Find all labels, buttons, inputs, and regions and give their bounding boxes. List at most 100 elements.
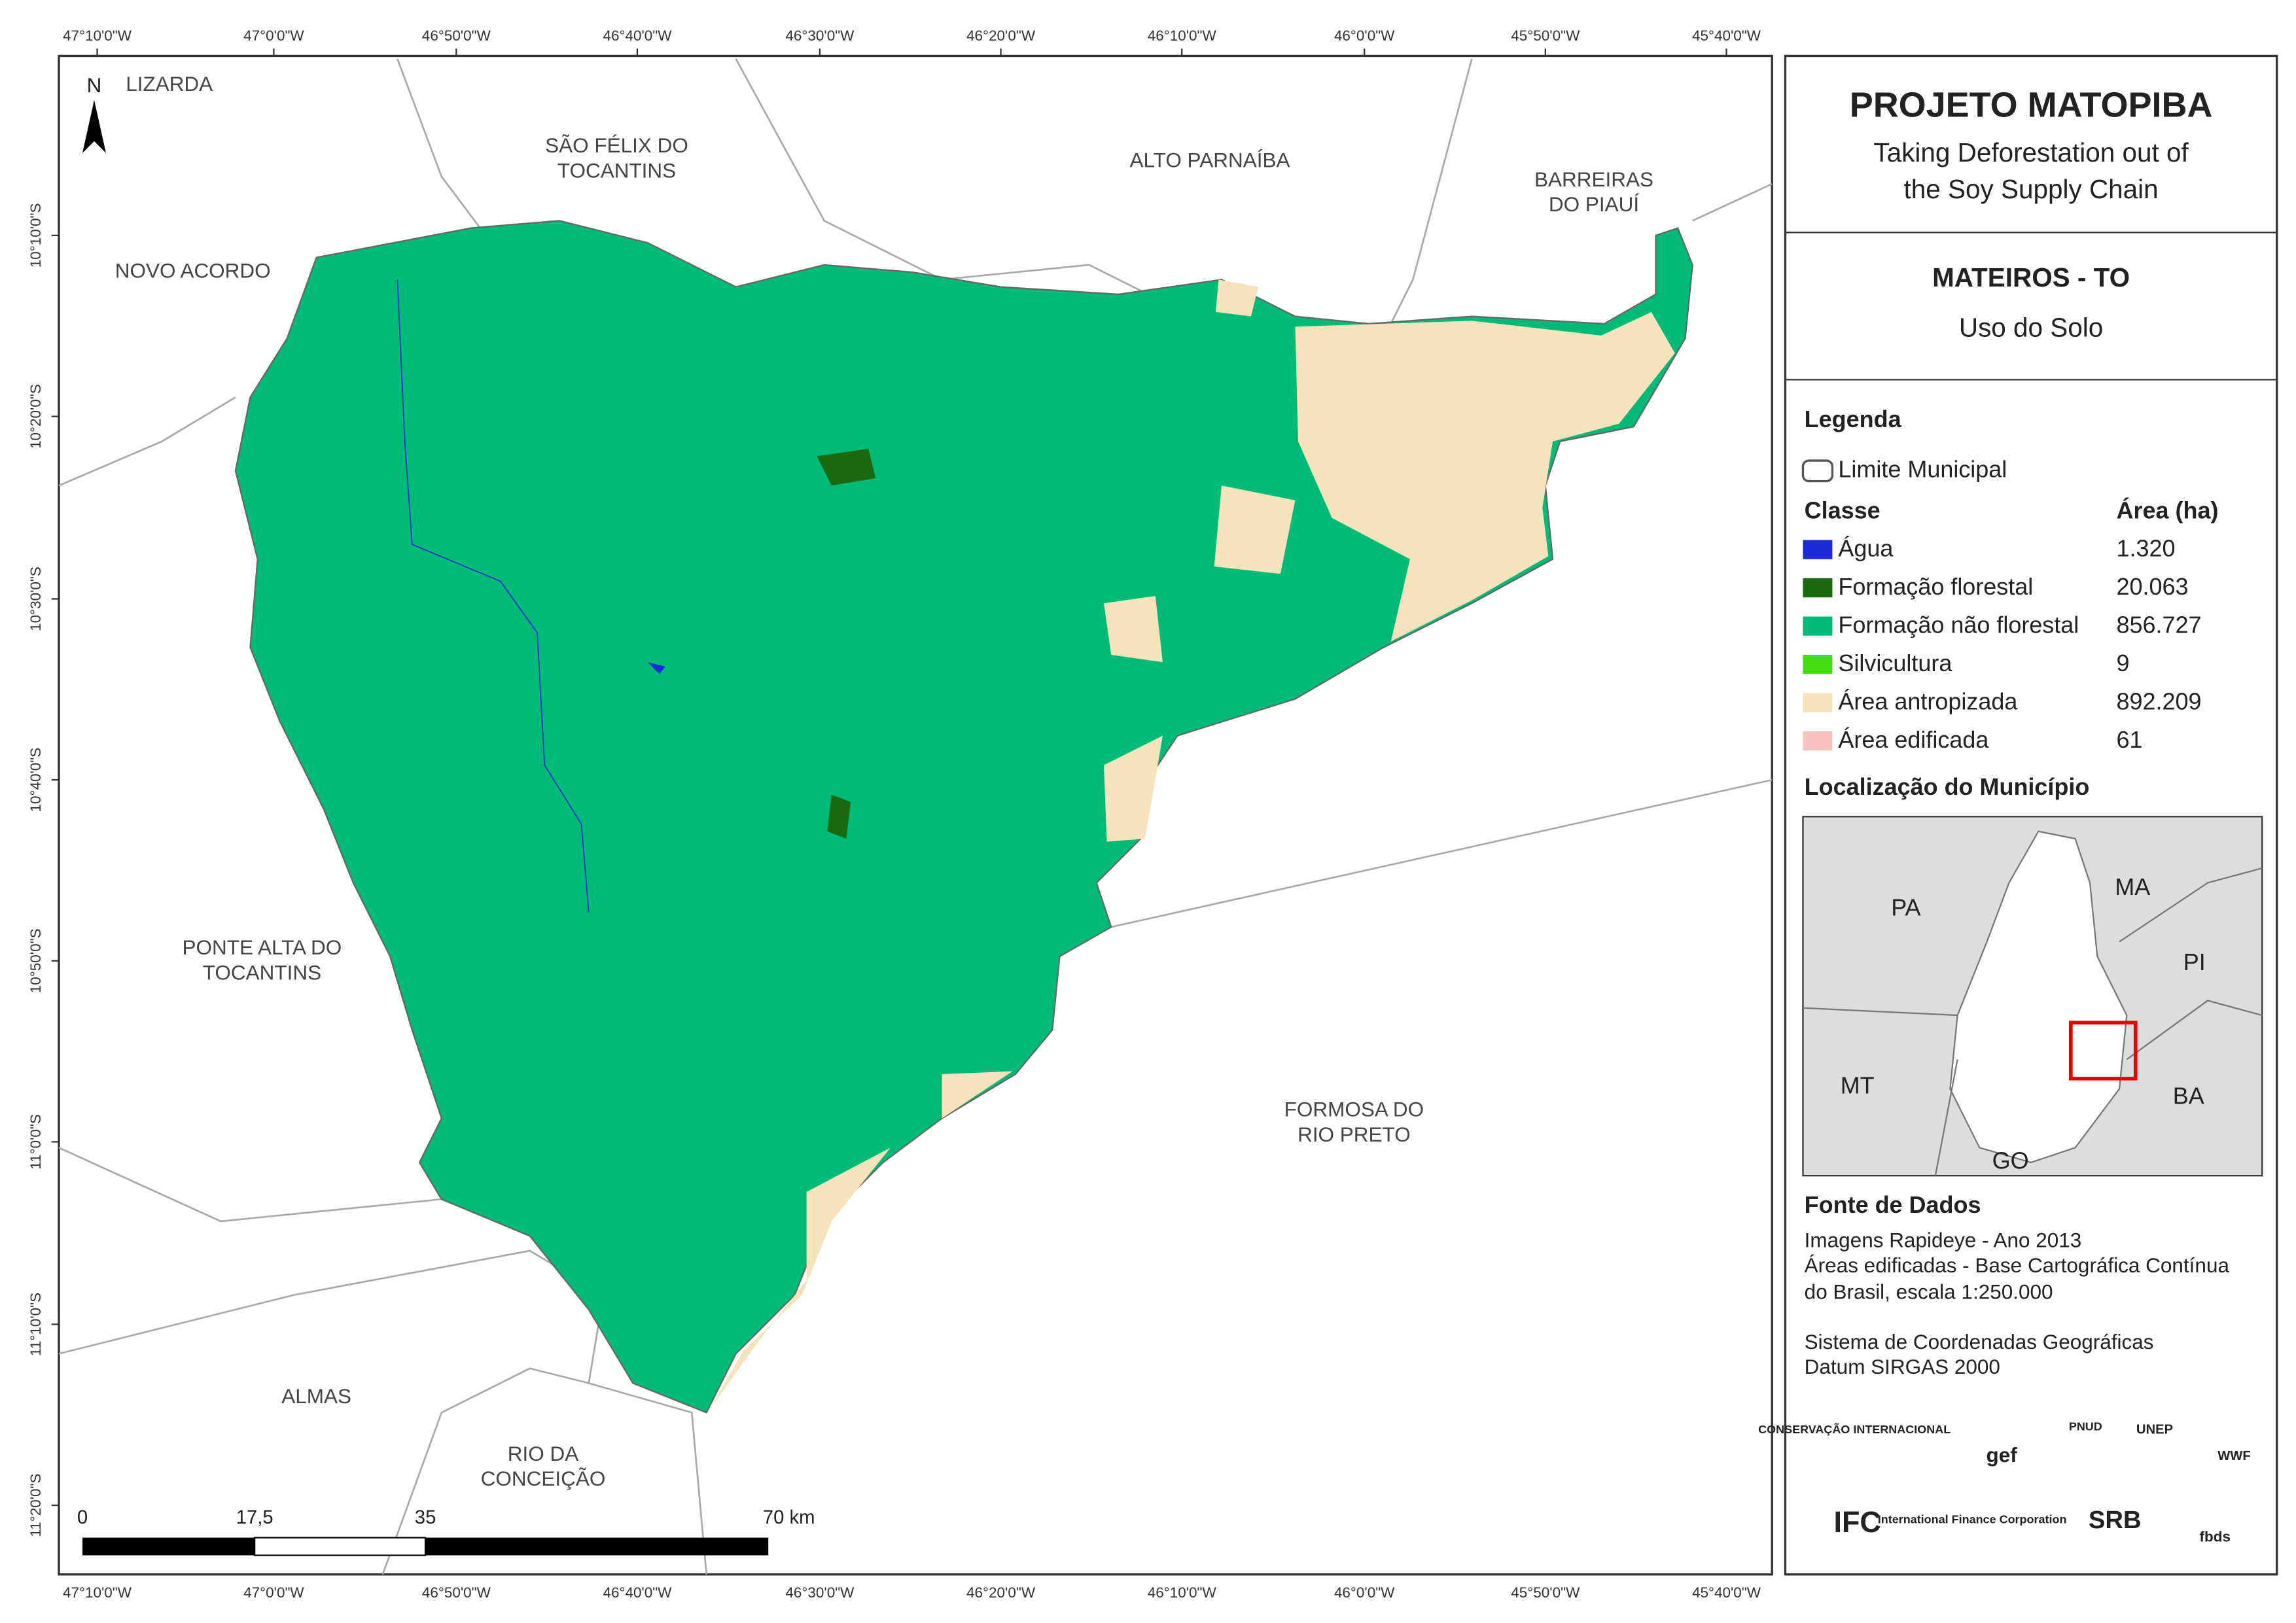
legend-label: Área edificada — [1838, 726, 1988, 753]
legend-area: 9 — [2117, 650, 2130, 676]
north-arrow — [82, 99, 106, 153]
north-label: N — [87, 73, 102, 97]
place-label: SÃO FÉLIX DO — [545, 133, 688, 157]
source-line: Imagens Rapideye - Ano 2013 — [1805, 1229, 2082, 1252]
latitude-label: 11°10'0"S — [27, 1293, 44, 1356]
theme: Uso do Solo — [1959, 313, 2103, 343]
place-label: CONCEIÇÃO — [481, 1467, 606, 1490]
sources-heading: Fonte de Dados — [1805, 1191, 1981, 1218]
logo: fbds — [2200, 1528, 2231, 1544]
scale-segment — [254, 1537, 427, 1556]
longitude-label: 47°10'0"W — [63, 27, 132, 44]
boundary-line — [1110, 778, 1773, 928]
source-line: do Brasil, escala 1:250.000 — [1805, 1280, 2053, 1303]
longitude-label: 47°0'0"W — [243, 1584, 304, 1601]
scale-label: 0 — [77, 1507, 88, 1528]
longitude-label: 46°40'0"W — [603, 1584, 672, 1601]
longitude-label: 46°50'0"W — [422, 1584, 491, 1601]
place-label: DO PIAUÍ — [1549, 192, 1639, 216]
place-label: PONTE ALTA DO — [183, 935, 342, 959]
anthropized-patch — [1214, 485, 1296, 574]
source-line: Áreas edificadas - Base Cartográfica Con… — [1805, 1253, 2230, 1277]
place-label: ALMAS — [281, 1384, 351, 1408]
logo: WWF — [2217, 1449, 2251, 1463]
boundary-line — [1692, 183, 1773, 222]
anthropized-patch — [1215, 279, 1259, 317]
latitude-label: 10°30'0"S — [27, 567, 44, 631]
longitude-label: 46°0'0"W — [1334, 27, 1395, 44]
logo: SRB — [2089, 1506, 2142, 1534]
longitude-label: 46°0'0"W — [1334, 1584, 1395, 1601]
state-label: MT — [1841, 1072, 1875, 1099]
longitude-label: 45°40'0"W — [1692, 1584, 1761, 1601]
place-label: RIO PRETO — [1298, 1123, 1411, 1146]
place-label: RIO DA — [508, 1442, 578, 1465]
legend-swatch — [1803, 693, 1833, 712]
anthropized-patch — [1104, 595, 1163, 663]
legend-area: 20.063 — [2117, 573, 2189, 600]
boundary-swatch — [1801, 459, 1834, 483]
place-label: FORMOSA DO — [1284, 1098, 1424, 1121]
latitude-label: 10°50'0"S — [27, 928, 44, 993]
forest-patch — [817, 449, 876, 486]
longitude-label: 45°50'0"W — [1511, 1584, 1580, 1601]
forest-patch — [827, 794, 851, 839]
subtitle: Taking Deforestation out of — [1873, 137, 2189, 167]
scale-label: 70 km — [763, 1507, 815, 1528]
scale-segment — [425, 1537, 769, 1556]
anthropized-areas — [709, 279, 1675, 1410]
latitude-label: 11°20'0"S — [27, 1473, 44, 1537]
logo: International Finance Corporation — [1878, 1512, 2067, 1526]
legend-heading: Legenda — [1805, 406, 1902, 432]
latitude-label: 10°20'0"S — [27, 384, 44, 449]
location-heading: Localização do Município — [1805, 773, 2090, 800]
legend-label: Água — [1838, 535, 1893, 562]
legend-label: Formação não florestal — [1838, 612, 2079, 638]
subtitle: the Soy Supply Chain — [1903, 174, 2158, 204]
longitude-label: 46°10'0"W — [1148, 27, 1217, 44]
longitude-label: 46°40'0"W — [603, 27, 672, 44]
municipality: MATEIROS - TO — [1932, 262, 2130, 292]
longitude-label: 46°50'0"W — [422, 27, 491, 44]
anthropized-patch — [1295, 311, 1675, 642]
legend-swatch — [1803, 616, 1833, 636]
source-line: Datum SIRGAS 2000 — [1805, 1355, 2000, 1378]
longitude-label: 47°0'0"W — [243, 27, 304, 44]
legend-swatch — [1803, 540, 1833, 559]
legend-boundary: Limite Municipal — [1838, 455, 2007, 482]
legend-swatch — [1803, 578, 1833, 598]
latitude-label: 10°40'0"S — [27, 748, 44, 812]
longitude-label: 46°20'0"W — [966, 1584, 1036, 1601]
legend-swatch — [1803, 731, 1833, 751]
place-label: TOCANTINS — [203, 960, 321, 984]
scale-label: 35 — [415, 1507, 436, 1528]
state-label: PI — [2183, 949, 2206, 975]
legend-label: Formação florestal — [1838, 573, 2033, 600]
longitude-label: 45°50'0"W — [1511, 27, 1580, 44]
place-label: BARREIRAS — [1534, 167, 1653, 191]
text-layer: 47°10'0"W 47°10'0"W 47°0'0"W 47°0'0"W 46°50'… — [27, 27, 2251, 1601]
longitude-label: 46°10'0"W — [1148, 1584, 1217, 1601]
side-panel — [1784, 54, 2278, 1576]
boundary-line — [58, 396, 236, 487]
legend-swatch — [1803, 654, 1833, 674]
water-body — [647, 662, 665, 674]
longitude-label: 47°10'0"W — [63, 1584, 132, 1601]
legend-label: Silvicultura — [1838, 650, 1952, 676]
place-label: LIZARDA — [126, 72, 213, 96]
forest-patches — [817, 449, 876, 839]
logo: IFC — [1833, 1505, 1881, 1539]
state-label: MA — [2115, 873, 2150, 900]
legend-area: 892.209 — [2117, 688, 2202, 715]
longitude-label: 46°30'0"W — [785, 1584, 855, 1601]
anthropized-patch — [709, 1147, 891, 1410]
location-box — [2069, 1021, 2138, 1081]
legend-area: 61 — [2117, 726, 2143, 753]
title: PROJETO MATOPIBA — [1850, 85, 2213, 124]
logo: PNUD — [2069, 1420, 2102, 1433]
source-line: Sistema de Coordenadas Geográficas — [1805, 1330, 2154, 1353]
boundary-line — [58, 1147, 442, 1223]
place-label: NOVO ACORDO — [115, 258, 271, 282]
